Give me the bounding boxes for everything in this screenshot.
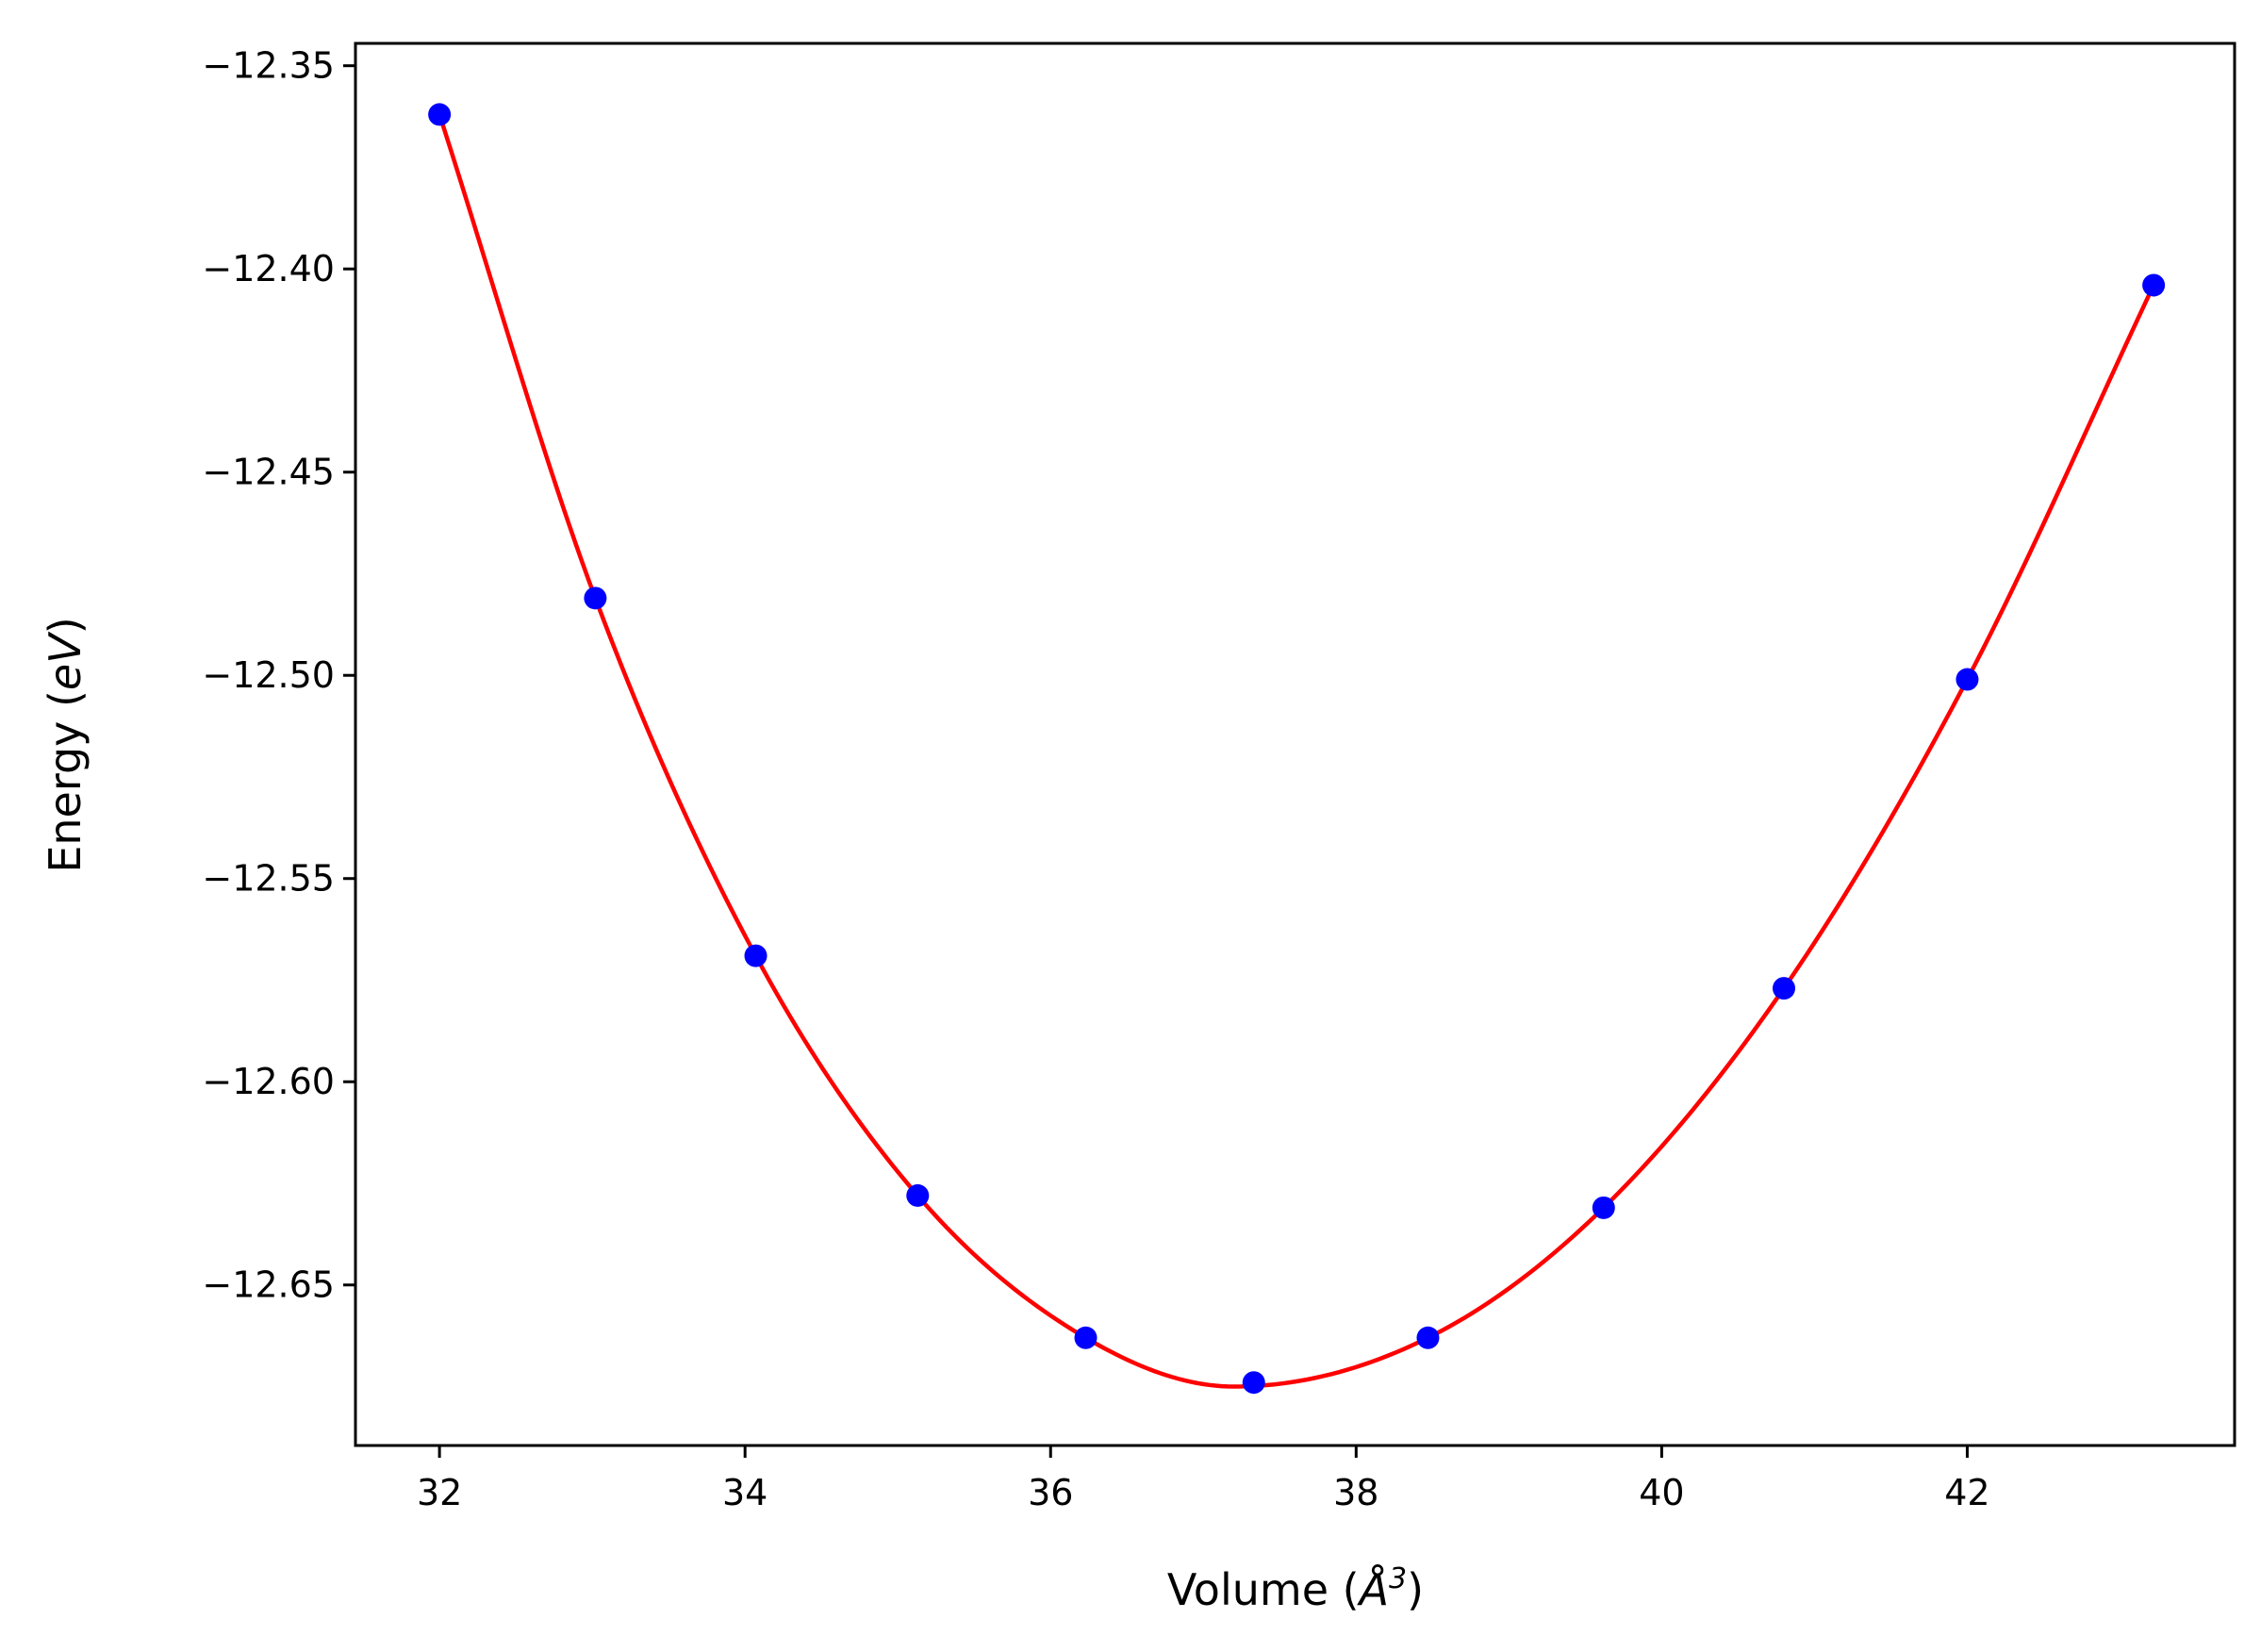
y-tick-label: −12.55 bbox=[202, 858, 335, 900]
data-point bbox=[744, 944, 767, 967]
data-point bbox=[1242, 1371, 1265, 1395]
data-point bbox=[1416, 1326, 1440, 1349]
y-tick-label: −12.65 bbox=[202, 1264, 335, 1306]
fit-curve-layer bbox=[437, 113, 2156, 1389]
y-tick-label: −12.40 bbox=[202, 248, 335, 289]
y-axis-label: Energy (eV) bbox=[40, 617, 91, 872]
y-tick-label: −12.60 bbox=[202, 1061, 335, 1102]
x-tick-label: 42 bbox=[1944, 1472, 1989, 1513]
data-point bbox=[1773, 977, 1796, 1000]
x-tick-label: 40 bbox=[1639, 1472, 1684, 1513]
data-point bbox=[584, 586, 607, 610]
data-point bbox=[1592, 1196, 1615, 1219]
data-point bbox=[1956, 668, 1979, 691]
x-tick-label: 38 bbox=[1333, 1472, 1378, 1513]
data-point bbox=[906, 1183, 930, 1207]
y-tick-label: −12.45 bbox=[202, 452, 335, 493]
data-point bbox=[2142, 273, 2166, 297]
x-tick-label: 34 bbox=[722, 1472, 767, 1513]
x-tick-label: 32 bbox=[417, 1472, 462, 1513]
data-points-layer bbox=[428, 103, 2166, 1395]
data-point bbox=[1074, 1326, 1097, 1349]
y-axis-ticks: −12.35 −12.40 −12.45 −12.50 −12.55 −12.60 −12.… bbox=[202, 45, 355, 1306]
y-tick-label: −12.35 bbox=[202, 45, 335, 87]
x-tick-label: 36 bbox=[1028, 1472, 1073, 1513]
plot-area-frame bbox=[354, 41, 2236, 1447]
y-tick-label: −12.50 bbox=[202, 654, 335, 696]
data-point bbox=[428, 103, 452, 126]
x-axis-label: Volume (Å3) bbox=[1167, 1562, 1424, 1615]
x-axis-ticks: 32 34 36 38 40 42 bbox=[417, 1446, 1990, 1513]
fit-curve bbox=[437, 113, 2156, 1389]
